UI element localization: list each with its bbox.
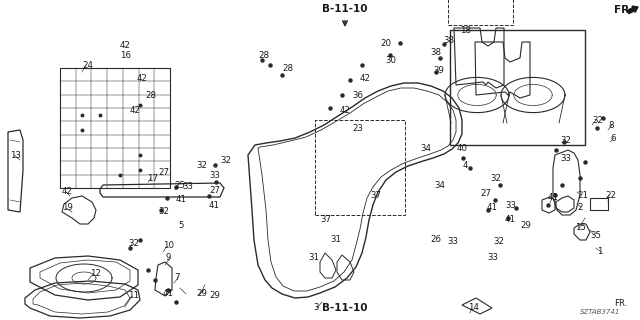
Text: 42: 42 — [130, 106, 141, 115]
Text: 32: 32 — [158, 207, 169, 217]
Bar — [450, 30, 585, 145]
Text: 5: 5 — [178, 220, 184, 229]
Text: 34: 34 — [420, 143, 431, 153]
Text: 16: 16 — [120, 51, 131, 60]
Text: 41: 41 — [209, 201, 220, 210]
Text: 14: 14 — [468, 303, 479, 313]
Text: 32: 32 — [560, 135, 571, 145]
Text: 36: 36 — [352, 91, 363, 100]
Text: FR.: FR. — [614, 5, 634, 15]
Text: 29: 29 — [196, 290, 207, 299]
Text: 34: 34 — [434, 180, 445, 189]
Text: 4: 4 — [463, 161, 468, 170]
Text: 38: 38 — [430, 47, 441, 57]
Text: 33: 33 — [209, 171, 220, 180]
Text: 32: 32 — [196, 161, 207, 170]
Text: 21: 21 — [577, 190, 588, 199]
Text: 42: 42 — [120, 41, 131, 50]
Text: 22: 22 — [605, 190, 616, 199]
Bar — [448, 0, 513, 25]
Text: 40: 40 — [457, 143, 468, 153]
Text: 23: 23 — [352, 124, 363, 132]
Text: 27: 27 — [480, 188, 491, 197]
Text: 13: 13 — [10, 150, 21, 159]
Text: 31: 31 — [330, 236, 341, 244]
Text: 33: 33 — [560, 154, 571, 163]
Text: 27: 27 — [209, 186, 220, 195]
Text: 38: 38 — [443, 36, 454, 44]
Bar — [315, 120, 405, 215]
Text: 33: 33 — [447, 237, 458, 246]
Text: 42: 42 — [137, 74, 148, 83]
Text: 35: 35 — [590, 230, 601, 239]
Text: 32: 32 — [128, 239, 139, 249]
Text: 28: 28 — [145, 91, 156, 100]
Text: 1: 1 — [597, 247, 602, 257]
Text: 32: 32 — [220, 156, 231, 164]
Text: 32: 32 — [493, 237, 504, 246]
Text: 41: 41 — [176, 196, 187, 204]
Text: 10: 10 — [163, 242, 174, 251]
Text: 41: 41 — [548, 194, 559, 203]
Text: 15: 15 — [575, 223, 586, 233]
Text: 42: 42 — [340, 106, 351, 115]
Text: 9: 9 — [166, 253, 172, 262]
Text: 42: 42 — [62, 188, 73, 196]
FancyArrow shape — [627, 6, 638, 13]
Text: 41: 41 — [163, 290, 174, 299]
Text: 29: 29 — [209, 291, 220, 300]
Text: 33: 33 — [487, 253, 498, 262]
Bar — [60, 68, 170, 188]
Text: 6: 6 — [610, 133, 616, 142]
Text: 33: 33 — [182, 181, 193, 190]
Text: 33: 33 — [505, 201, 516, 210]
Text: 28: 28 — [258, 51, 269, 60]
Text: 29: 29 — [520, 220, 531, 229]
Text: 24: 24 — [82, 60, 93, 69]
Text: 32: 32 — [592, 116, 603, 124]
Text: 18: 18 — [460, 26, 471, 35]
Text: 12: 12 — [90, 269, 101, 278]
Text: FR.: FR. — [614, 299, 627, 308]
Text: 17: 17 — [147, 173, 158, 182]
Text: 32: 32 — [490, 173, 501, 182]
Text: 30: 30 — [385, 55, 396, 65]
Text: 26: 26 — [430, 236, 441, 244]
Text: B-11-10: B-11-10 — [323, 303, 368, 313]
Text: 42: 42 — [360, 74, 371, 83]
Text: 39: 39 — [433, 66, 444, 75]
Text: 37: 37 — [320, 215, 331, 225]
Text: 7: 7 — [174, 274, 179, 283]
Text: 25: 25 — [174, 180, 185, 189]
Text: 31: 31 — [308, 253, 319, 262]
Text: 27: 27 — [158, 167, 169, 177]
Text: 8: 8 — [608, 121, 614, 130]
Text: 37: 37 — [370, 190, 381, 199]
Text: 41: 41 — [505, 215, 516, 225]
Text: 20: 20 — [380, 38, 391, 47]
Text: SZTAB3741: SZTAB3741 — [580, 309, 620, 315]
Text: 41: 41 — [487, 204, 498, 212]
Text: 2: 2 — [577, 203, 582, 212]
Text: 3: 3 — [313, 303, 319, 313]
Text: 28: 28 — [282, 63, 293, 73]
Text: B-11-10: B-11-10 — [323, 4, 368, 14]
Text: 19: 19 — [62, 204, 73, 212]
Text: 11: 11 — [128, 292, 139, 300]
